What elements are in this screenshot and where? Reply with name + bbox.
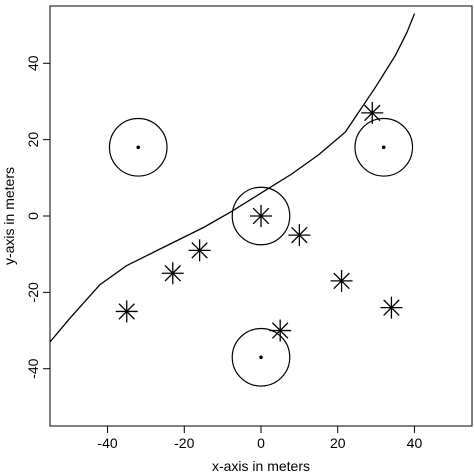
x-tick-label: -40: [97, 435, 117, 451]
y-tick-label: -40: [25, 358, 41, 378]
range-circle: [231, 327, 291, 387]
x-tick-label: 0: [257, 435, 265, 451]
x-tick-label: -20: [174, 435, 194, 451]
y-tick-label: 20: [25, 132, 41, 148]
asterisk-point: [380, 296, 403, 319]
asterisk-point: [161, 262, 184, 285]
asterisk-stroke: [383, 299, 400, 316]
range-circle: [108, 117, 168, 177]
asterisk-point: [330, 269, 353, 292]
x-tick-label: 40: [407, 435, 423, 451]
center-dot: [381, 145, 386, 150]
y-tick-label: 0: [25, 212, 41, 220]
range-circle: [231, 186, 291, 246]
x-axis-title: x-axis in meters: [212, 458, 310, 474]
y-axis-title: y-axis in meters: [1, 167, 17, 265]
boundary-curve: [50, 13, 416, 343]
asterisk-point: [188, 239, 211, 262]
asterisk-point: [115, 300, 138, 323]
center-dot: [136, 145, 141, 150]
x-axis-ticks: -40 -20 0 20 40: [97, 426, 422, 451]
y-axis-ticks: -40 -20 0 20 40: [25, 55, 50, 379]
asterisk-stroke: [191, 242, 208, 259]
center-dot: [259, 355, 263, 360]
y-tick-label: 40: [25, 55, 41, 71]
asterisk-stroke: [164, 265, 182, 282]
asterisk-stroke: [333, 272, 350, 290]
plot-marks: [50, 13, 416, 387]
asterisk-stroke: [291, 226, 308, 244]
asterisk-point: [361, 101, 384, 124]
x-tick-label: 20: [330, 435, 346, 451]
range-circle: [354, 117, 414, 177]
asterisk-point: [250, 205, 272, 227]
asterisk-stroke: [271, 322, 289, 339]
asterisk-stroke: [364, 104, 381, 122]
y-tick-label: -20: [25, 282, 41, 302]
asterisk-stroke: [118, 303, 135, 320]
asterisk-point: [288, 224, 311, 247]
asterisk-stroke: [252, 207, 270, 225]
